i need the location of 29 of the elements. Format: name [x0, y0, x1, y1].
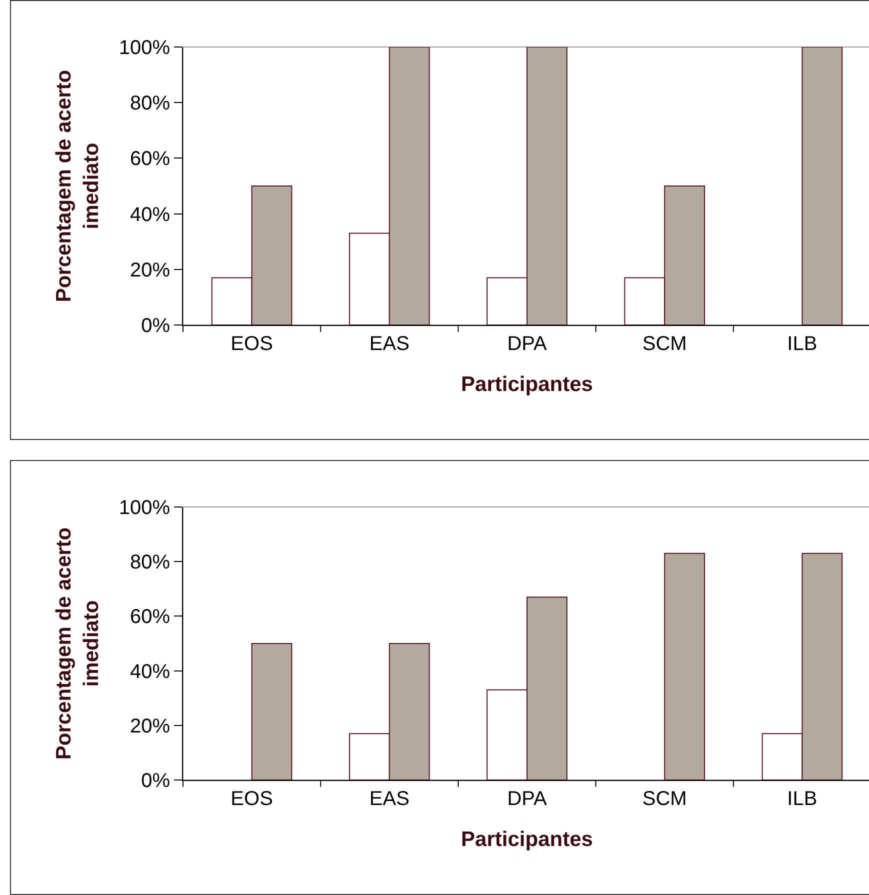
y-tick-label: 60%: [130, 606, 170, 628]
x-axis-title: Participantes: [461, 373, 593, 396]
y-tick-label: 60%: [130, 148, 170, 170]
y-tick-label: 100%: [118, 497, 170, 519]
bar: [251, 643, 292, 780]
x-tick-label: EAS: [369, 788, 410, 810]
y-tick-label: 0%: [141, 315, 170, 337]
y-tick-label: 20%: [130, 259, 170, 282]
y-tick-label: 40%: [130, 660, 170, 683]
y-tick-label: 20%: [130, 715, 170, 738]
x-axis-title: Participantes: [461, 828, 593, 852]
x-tick-label: ILB: [787, 333, 818, 355]
x-tick-label: EOS: [230, 333, 273, 355]
x-tick-label: EAS: [369, 333, 410, 355]
bar: [802, 47, 843, 325]
x-tick-label: DPA: [507, 333, 548, 355]
y-axis-title: Porcentagem de acerto imediato: [52, 70, 103, 302]
x-tick-label: DPA: [507, 788, 548, 810]
y-tick-label: 40%: [130, 204, 170, 226]
x-tick-label: ILB: [787, 788, 818, 810]
y-tick-label: 80%: [130, 552, 170, 574]
y-axis-title: Porcentagem de acerto imediato: [52, 527, 103, 760]
x-tick-label: SCM: [642, 788, 687, 810]
x-tick-label: EOS: [230, 788, 273, 810]
y-tick-label: 0%: [141, 770, 170, 792]
x-tick-label: SCM: [642, 333, 687, 355]
y-tick-label: 100%: [118, 37, 170, 59]
y-tick-label: 80%: [130, 92, 170, 115]
bar: [664, 552, 705, 780]
